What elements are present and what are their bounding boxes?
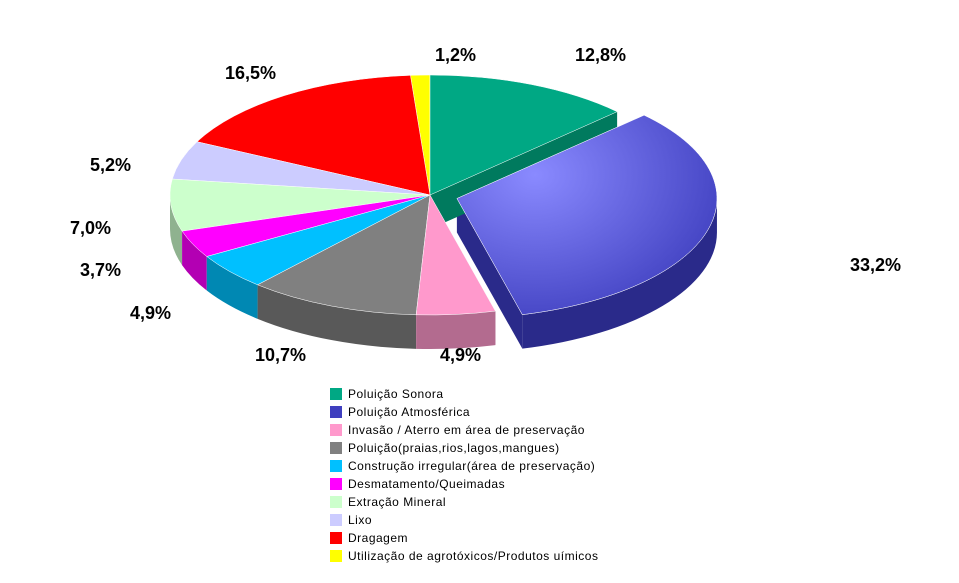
legend-label: Invasão / Aterro em área de preservação <box>348 423 585 437</box>
pct-label: 5,2% <box>90 155 131 176</box>
legend-item: Extração Mineral <box>330 493 598 511</box>
pct-label: 4,9% <box>440 345 481 366</box>
legend-swatch <box>330 442 342 454</box>
legend-label: Construção irregular(área de preservação… <box>348 459 595 473</box>
legend-swatch <box>330 478 342 490</box>
legend-swatch <box>330 388 342 400</box>
legend-label: Poluição Sonora <box>348 387 444 401</box>
legend-label: Utilização de agrotóxicos/Produtos uímic… <box>348 549 598 563</box>
legend-item: Desmatamento/Queimadas <box>330 475 598 493</box>
legend-label: Dragagem <box>348 531 408 545</box>
legend-item: Poluição(praias,rios,lagos,mangues) <box>330 439 598 457</box>
legend-label: Poluição Atmosférica <box>348 405 470 419</box>
legend-label: Poluição(praias,rios,lagos,mangues) <box>348 441 560 455</box>
legend-swatch <box>330 496 342 508</box>
pct-label: 33,2% <box>850 255 901 276</box>
legend-item: Invasão / Aterro em área de preservação <box>330 421 598 439</box>
legend-swatch <box>330 460 342 472</box>
legend-item: Poluição Atmosférica <box>330 403 598 421</box>
legend-swatch <box>330 550 342 562</box>
pct-label: 7,0% <box>70 218 111 239</box>
pie-chart-3d: 12,8% 33,2% 4,9% 10,7% 4,9% 3,7% 7,0% 5,2% 16,5%… <box>0 0 959 583</box>
legend-swatch <box>330 406 342 418</box>
legend-swatch <box>330 424 342 436</box>
legend-label: Desmatamento/Queimadas <box>348 477 505 491</box>
legend-label: Lixo <box>348 513 372 527</box>
legend-label: Extração Mineral <box>348 495 446 509</box>
pct-label: 12,8% <box>575 45 626 66</box>
legend: Poluição Sonora Poluição Atmosférica Invas… <box>330 385 598 565</box>
pct-label: 10,7% <box>255 345 306 366</box>
legend-item: Dragagem <box>330 529 598 547</box>
pct-label: 1,2% <box>435 45 476 66</box>
legend-item: Utilização de agrotóxicos/Produtos uímic… <box>330 547 598 565</box>
legend-swatch <box>330 532 342 544</box>
legend-item: Poluição Sonora <box>330 385 598 403</box>
legend-swatch <box>330 514 342 526</box>
pct-label: 3,7% <box>80 260 121 281</box>
legend-item: Construção irregular(área de preservação… <box>330 457 598 475</box>
legend-item: Lixo <box>330 511 598 529</box>
pct-label: 16,5% <box>225 63 276 84</box>
pct-label: 4,9% <box>130 303 171 324</box>
